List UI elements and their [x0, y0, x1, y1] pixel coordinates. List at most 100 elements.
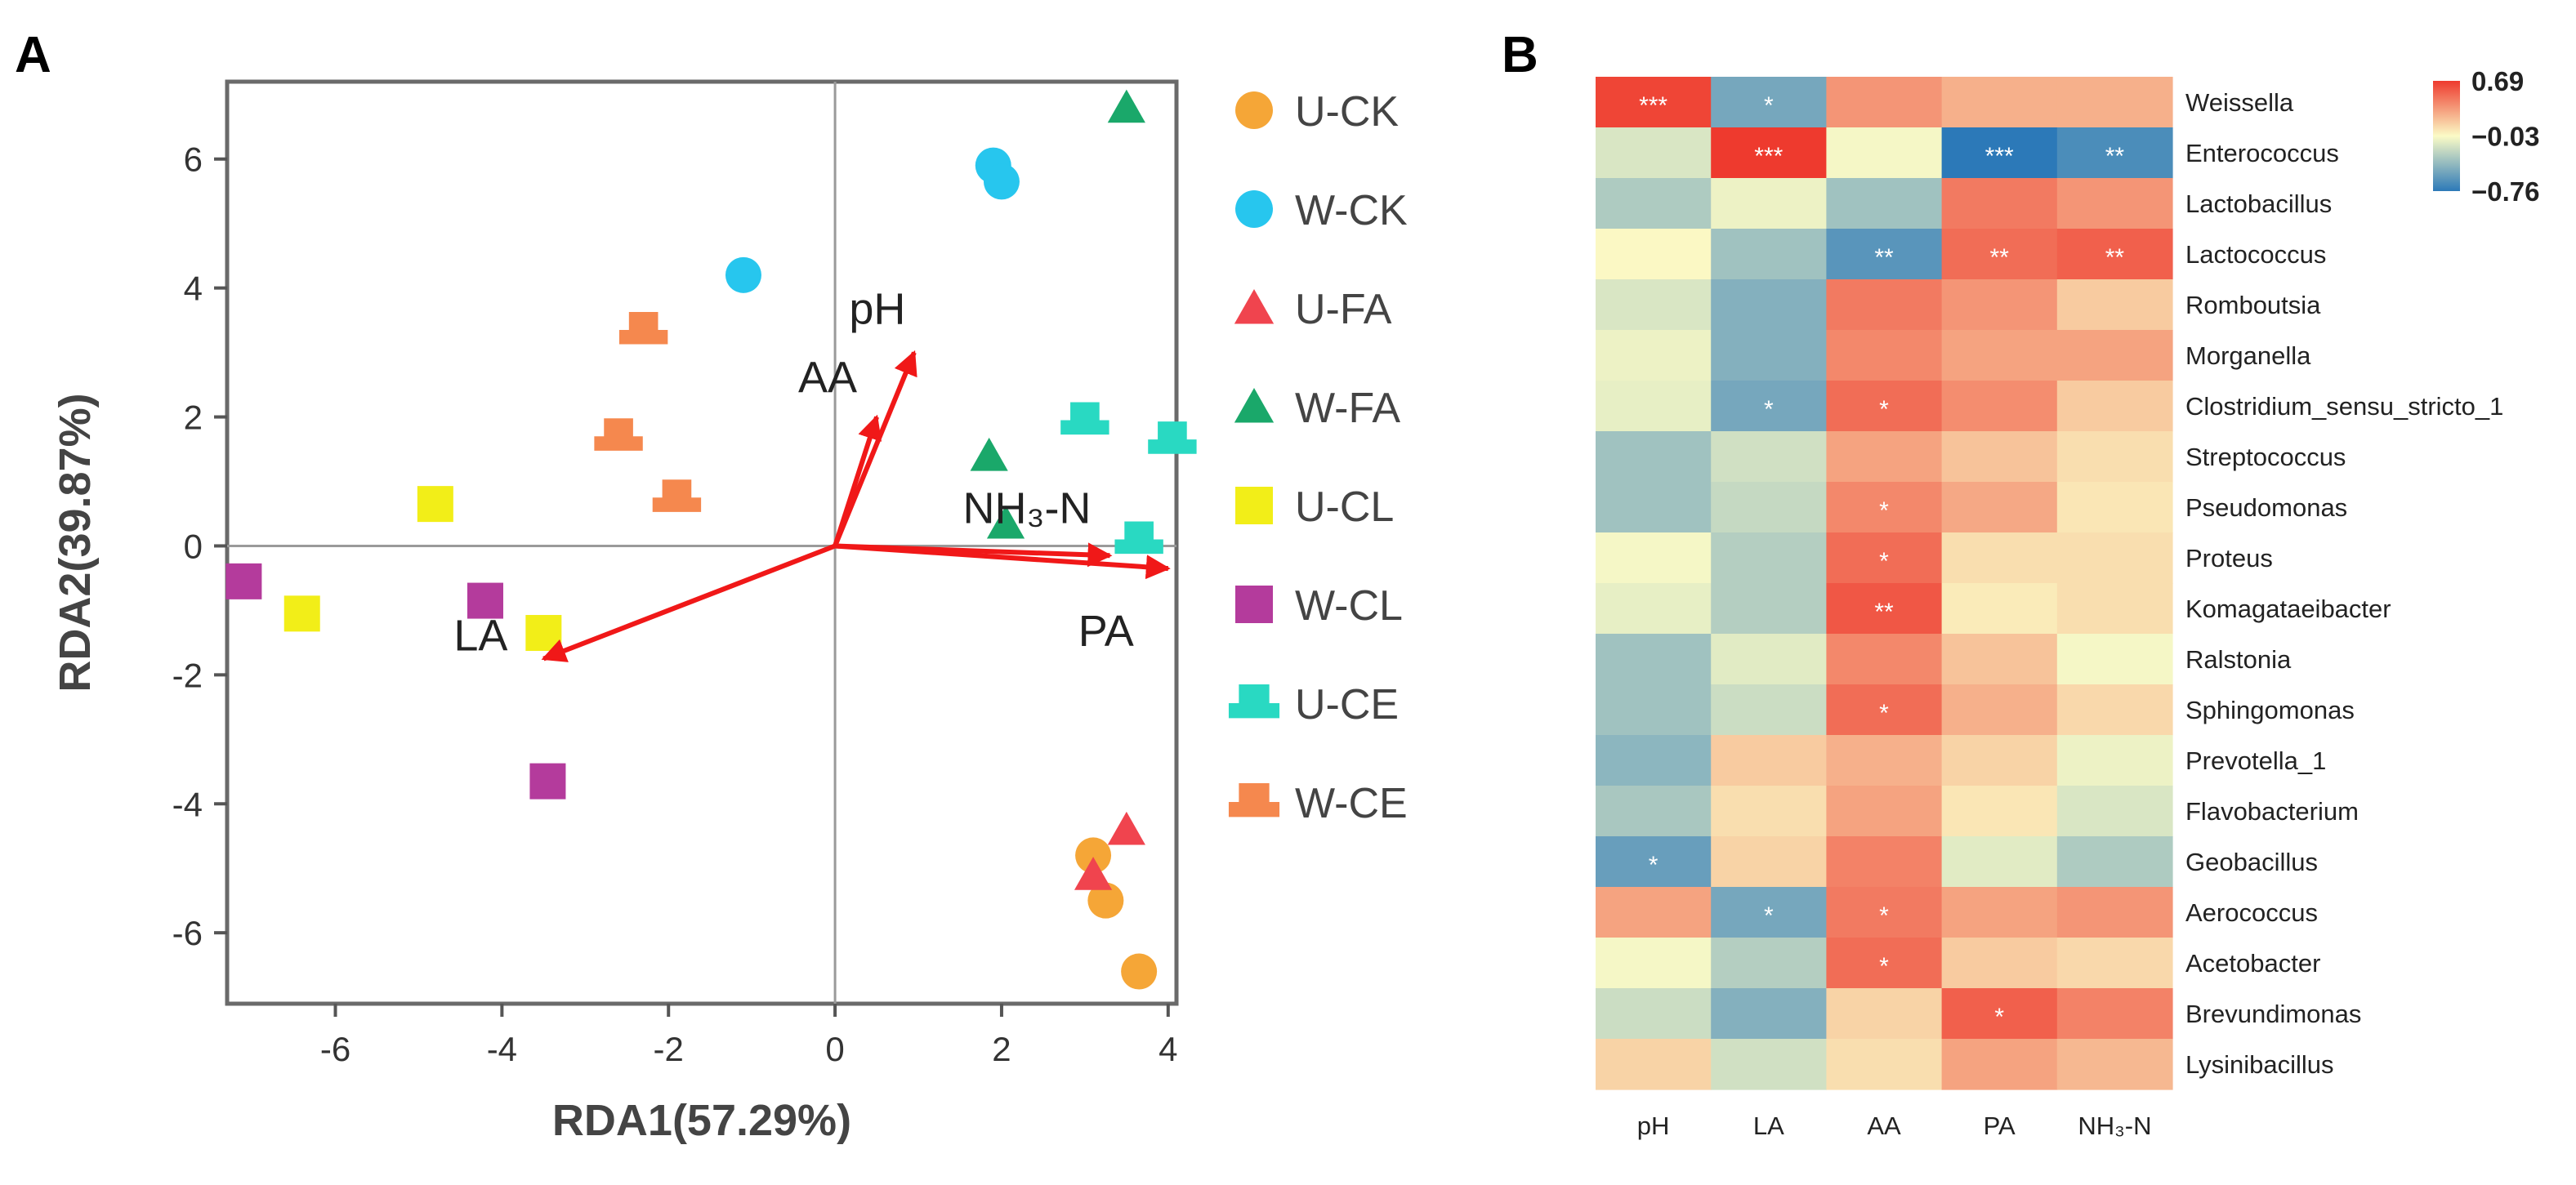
- vector-arrow-aa: [833, 414, 882, 547]
- legend-label-u-ce: U-CE: [1295, 681, 1399, 728]
- y-tick-label: 4: [184, 270, 203, 308]
- point-w-ce: [594, 418, 643, 451]
- legend-label-u-cl: U-CL: [1295, 483, 1394, 531]
- heatmap-cell: [1826, 127, 1943, 179]
- vector-label-la: LA: [453, 612, 507, 661]
- heatmap-cell: [2056, 330, 2173, 381]
- panel-label-b: B: [1502, 27, 1538, 83]
- row-label: Brevundimonas: [2185, 1000, 2361, 1028]
- row-label: Streptococcus: [2185, 443, 2346, 471]
- heatmap-cell: [2056, 583, 2173, 635]
- significance-label: ***: [1985, 143, 2014, 170]
- y-axis-label: RDA2(39.87%): [51, 393, 100, 692]
- row-label: Proteus: [2185, 544, 2273, 572]
- significance-label: **: [2105, 244, 2125, 271]
- significance-label: ***: [1639, 92, 1667, 119]
- heatmap-cell: [1711, 77, 1827, 128]
- legend-marker-w-cl: [1235, 586, 1273, 623]
- heatmap-cell: [1941, 127, 2058, 179]
- heatmap-cell: [1941, 735, 2058, 786]
- y-tick-label: -2: [172, 656, 203, 694]
- heatmap-cell: [1596, 786, 1712, 837]
- heatmap-cell: [2056, 431, 2173, 483]
- heatmap-cell: [1826, 532, 1943, 584]
- vector-arrow-ph: [833, 350, 917, 547]
- legend-marker-u-fa: [1234, 289, 1275, 324]
- x-tick-label: 2: [992, 1030, 1011, 1068]
- heatmap-cell: [1711, 684, 1827, 736]
- heatmap-cell: [1941, 786, 2058, 837]
- heatmap-cell: [1826, 634, 1943, 685]
- row-label: Prevotella_1: [2185, 746, 2326, 775]
- heatmap-cell: [2056, 988, 2173, 1040]
- significance-label: *: [1649, 852, 1659, 879]
- row-label: Komagataeibacter: [2185, 595, 2391, 623]
- colorbar-label: −0.76: [2471, 176, 2540, 207]
- significance-label: **: [2105, 143, 2125, 170]
- plot-frame: [225, 79, 1179, 1006]
- heatmap-cell: [1711, 178, 1827, 229]
- heatmap-cell: [1826, 988, 1943, 1040]
- heatmap-cell: [1596, 684, 1712, 736]
- legend-label-w-cl: W-CL: [1295, 582, 1403, 630]
- heatmap-cell: [1711, 482, 1827, 533]
- column-label: pH: [1637, 1111, 1670, 1140]
- heatmap-cell: [1711, 836, 1827, 888]
- y-tick-label: -4: [172, 785, 203, 823]
- heatmap-cell: [1711, 279, 1827, 331]
- point-u-cl: [283, 595, 320, 632]
- heatmap-cell: [2056, 938, 2173, 989]
- row-label: Weissella: [2185, 88, 2294, 117]
- heatmap-cell: [1826, 684, 1943, 736]
- heatmap-cell: [1941, 988, 2058, 1040]
- y-tick-label: 2: [184, 399, 203, 437]
- heatmap-cell: [1711, 127, 1827, 179]
- point-u-ce: [1148, 421, 1197, 454]
- y-tick-label: 0: [184, 527, 203, 565]
- heatmap-cell: [1711, 330, 1827, 381]
- heatmap-cell: [1826, 330, 1943, 381]
- point-u-ce: [1114, 521, 1163, 555]
- point-w-ck: [983, 163, 1020, 200]
- heatmap-colorbar: 0.69 −0.03 −0.76: [2433, 66, 2540, 207]
- heatmap-cell: [2056, 532, 2173, 584]
- vector-arrow-pa: [834, 543, 1171, 580]
- heatmap-cell: [2056, 178, 2173, 229]
- row-label: Lactococcus: [2185, 240, 2326, 269]
- significance-label: **: [1990, 244, 2010, 271]
- significance-label: *: [1879, 953, 1889, 980]
- row-label: Clostridium_sensu_stricto_1: [2185, 392, 2503, 421]
- heatmap-cell: [1596, 127, 1712, 179]
- heatmap-cell: [1596, 735, 1712, 786]
- point-u-ce: [1060, 402, 1109, 435]
- heatmap-cell: [1826, 279, 1943, 331]
- heatmap-cell: [1941, 77, 2058, 128]
- point-w-fa: [970, 437, 1008, 471]
- heatmap-cell: [1711, 735, 1827, 786]
- significance-label: *: [1764, 92, 1774, 119]
- heatmap-cell: [1711, 583, 1827, 635]
- heatmap-cell: [1596, 938, 1712, 989]
- heatmap-cell: [1941, 583, 2058, 635]
- significance-label: *: [1879, 497, 1889, 524]
- point-w-cl: [529, 763, 566, 800]
- y-tick-label: 6: [184, 140, 203, 179]
- heatmap-cell: [1941, 178, 2058, 229]
- point-w-fa: [986, 505, 1025, 539]
- row-label: Acetobacter: [2185, 949, 2320, 978]
- heatmap-cell: [2056, 786, 2173, 837]
- colorbar-label: −0.03: [2471, 122, 2540, 152]
- row-label: Sphingomonas: [2185, 696, 2355, 724]
- point-u-ck: [1087, 882, 1124, 919]
- point-u-ck: [1121, 953, 1158, 990]
- heatmap-cell: [2056, 1039, 2173, 1090]
- heatmap-cell: [1826, 1039, 1943, 1090]
- heatmap-cell: [1826, 583, 1943, 635]
- heatmap-cell: [1711, 938, 1827, 989]
- heatmap-cell: [1596, 532, 1712, 584]
- correlation-heatmap: *** **** *** **** ** *** ******** ***WeissellaE…: [1596, 77, 2503, 1140]
- vector-label-ph: pH: [849, 285, 905, 334]
- heatmap-cell: [1596, 330, 1712, 381]
- heatmap-cell: [2056, 684, 2173, 736]
- legend-marker-u-ce: [1228, 684, 1280, 719]
